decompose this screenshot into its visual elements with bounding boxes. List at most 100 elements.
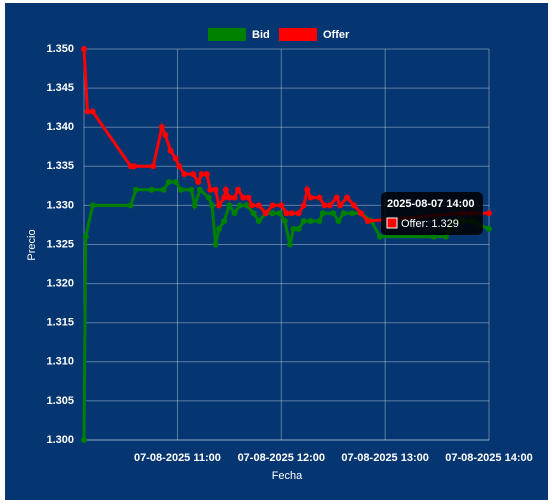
tooltip-swatch (386, 217, 398, 229)
point (335, 218, 342, 225)
point (486, 210, 492, 217)
point (196, 186, 203, 193)
point (84, 108, 91, 115)
point (351, 202, 357, 209)
point (349, 210, 356, 217)
point (127, 202, 134, 209)
y-tick-label: 1.340 (46, 121, 74, 133)
point (158, 124, 165, 131)
x-tick-label: 07-08-2025 13:00 (341, 452, 428, 464)
point (165, 178, 172, 185)
point (307, 218, 314, 225)
point (300, 218, 307, 225)
point (205, 194, 212, 201)
point (226, 202, 233, 209)
point (321, 202, 328, 209)
y-tick-label: 1.310 (46, 356, 74, 368)
point (300, 202, 307, 209)
y-tick-label: 1.320 (46, 278, 74, 290)
point (188, 186, 195, 193)
y-tick-label: 1.330 (46, 199, 74, 211)
point (198, 171, 205, 178)
point (278, 202, 285, 209)
point (190, 171, 197, 178)
x-tick-label: 07-08-2025 12:00 (238, 452, 325, 464)
point (255, 218, 262, 225)
point (276, 210, 283, 217)
point (430, 233, 437, 240)
y-tick-label: 1.345 (46, 82, 74, 94)
tooltip-title: 2025-08-07 14:00 (387, 198, 474, 210)
point (222, 186, 229, 193)
legend-label: Offer (323, 29, 350, 41)
point (226, 194, 233, 201)
point (81, 437, 87, 443)
point (248, 202, 255, 209)
point (316, 194, 323, 201)
point (337, 202, 344, 209)
y-tick-label: 1.350 (46, 43, 74, 55)
point (207, 186, 214, 193)
point (330, 210, 337, 217)
point (269, 210, 276, 217)
point (167, 147, 174, 154)
tooltip-box (381, 192, 483, 235)
x-tick-label: 07-08-2025 11:00 (134, 452, 221, 464)
panel (5, 3, 548, 500)
point (216, 202, 222, 209)
point (191, 202, 198, 209)
y-axis-label: Precio (26, 229, 38, 260)
legend-swatch (279, 28, 317, 41)
point (216, 225, 222, 232)
point (81, 46, 87, 52)
point (231, 194, 238, 201)
point (486, 225, 492, 232)
point (221, 218, 228, 225)
point (250, 210, 257, 217)
tooltip-text: Offer: 1.329 (401, 218, 459, 230)
y-tick-label: 1.315 (46, 317, 74, 329)
legend-label: Bid (252, 29, 270, 41)
point (176, 163, 183, 170)
point (212, 186, 219, 193)
point (172, 155, 179, 162)
point (333, 194, 340, 201)
y-tick-label: 1.335 (46, 160, 74, 172)
point (177, 186, 184, 193)
point (235, 186, 242, 193)
point (181, 171, 188, 178)
point (255, 202, 262, 209)
point (212, 241, 219, 248)
point (221, 194, 228, 201)
point (160, 186, 167, 193)
point (304, 186, 311, 193)
point (195, 178, 202, 185)
point (288, 210, 295, 217)
y-tick-label: 1.325 (46, 238, 74, 250)
point (290, 225, 297, 232)
point (131, 163, 138, 170)
point (89, 108, 96, 115)
point (357, 210, 364, 217)
legend-item: Offer (279, 28, 350, 41)
point (281, 218, 288, 225)
x-axis-label: Fecha (272, 470, 303, 482)
point (243, 202, 250, 209)
point (364, 218, 371, 225)
point (231, 210, 238, 217)
point (89, 202, 96, 209)
point (262, 210, 269, 217)
point (295, 210, 302, 217)
point (326, 202, 333, 209)
tooltip: 2025-08-07 14:00 Offer: 1.329 (381, 192, 483, 235)
point (283, 210, 290, 217)
point (209, 202, 216, 209)
point (82, 233, 89, 240)
point (316, 218, 323, 225)
point (240, 194, 247, 201)
point (344, 194, 351, 201)
y-tick-label: 1.305 (46, 395, 74, 407)
point (203, 171, 210, 178)
point (148, 186, 155, 193)
